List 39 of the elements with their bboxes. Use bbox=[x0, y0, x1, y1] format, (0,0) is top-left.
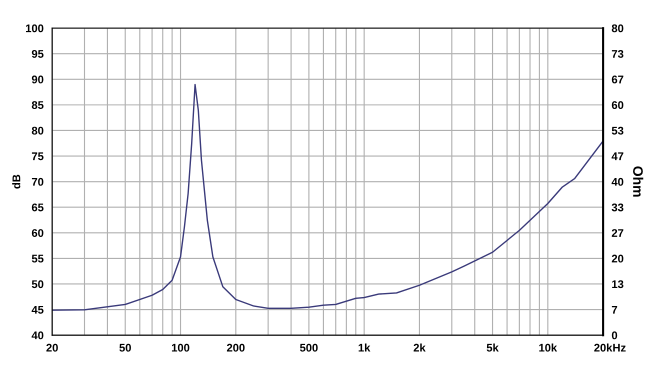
y-tick-label: 75 bbox=[32, 152, 44, 160]
x-tick-label: 20 bbox=[46, 344, 58, 352]
y2-tick-label: 13 bbox=[612, 280, 624, 288]
x-tick-label: 50 bbox=[119, 344, 131, 352]
y-tick-label: 85 bbox=[32, 101, 44, 110]
y2-tick-label: 53 bbox=[612, 126, 624, 135]
x-tick-label: 100 bbox=[172, 344, 190, 352]
y2-tick-label: 60 bbox=[612, 101, 624, 110]
y2-tick-label: 20 bbox=[612, 254, 624, 263]
y2-tick-label: 80 bbox=[612, 24, 624, 32]
y2-tick-label: 47 bbox=[612, 152, 624, 160]
y-tick-label: 65 bbox=[32, 203, 44, 212]
x-tick-label: 10k bbox=[539, 343, 558, 352]
y2-tick-label: 40 bbox=[612, 178, 624, 186]
y-tick-label: 40 bbox=[32, 331, 44, 340]
y-tick-label: 100 bbox=[26, 24, 44, 32]
x-tick-label: 1k bbox=[358, 343, 370, 352]
y-tick-label: 45 bbox=[32, 306, 44, 314]
x-tick-label: 20k bbox=[594, 343, 612, 352]
y-tick-label: 60 bbox=[32, 229, 44, 237]
y2-tick-label: 33 bbox=[612, 203, 624, 212]
y-axis-title: dB bbox=[12, 174, 20, 189]
y2-tick-label: 73 bbox=[612, 50, 624, 58]
x-tick-label: 5k bbox=[486, 343, 499, 352]
y-tick-label: 80 bbox=[32, 126, 44, 135]
y-tick-label: 70 bbox=[32, 178, 44, 186]
y-tick-label: 50 bbox=[32, 280, 44, 288]
x-tick-label: 2k bbox=[414, 343, 426, 352]
y2-tick-label: 67 bbox=[612, 76, 624, 84]
y-tick-label: 55 bbox=[32, 254, 44, 263]
y-tick-label: 90 bbox=[32, 76, 44, 84]
x-tick-label: 500 bbox=[300, 344, 318, 352]
y2-tick-label: 7 bbox=[612, 306, 618, 314]
x-axis-title: Hz bbox=[613, 344, 626, 352]
y2-tick-label: 0 bbox=[612, 331, 618, 340]
y2-axis-title: Ohm bbox=[633, 166, 644, 197]
y-tick-label: 95 bbox=[32, 50, 44, 58]
x-tick-label: 200 bbox=[226, 344, 245, 352]
y2-tick-label: 27 bbox=[612, 229, 624, 237]
